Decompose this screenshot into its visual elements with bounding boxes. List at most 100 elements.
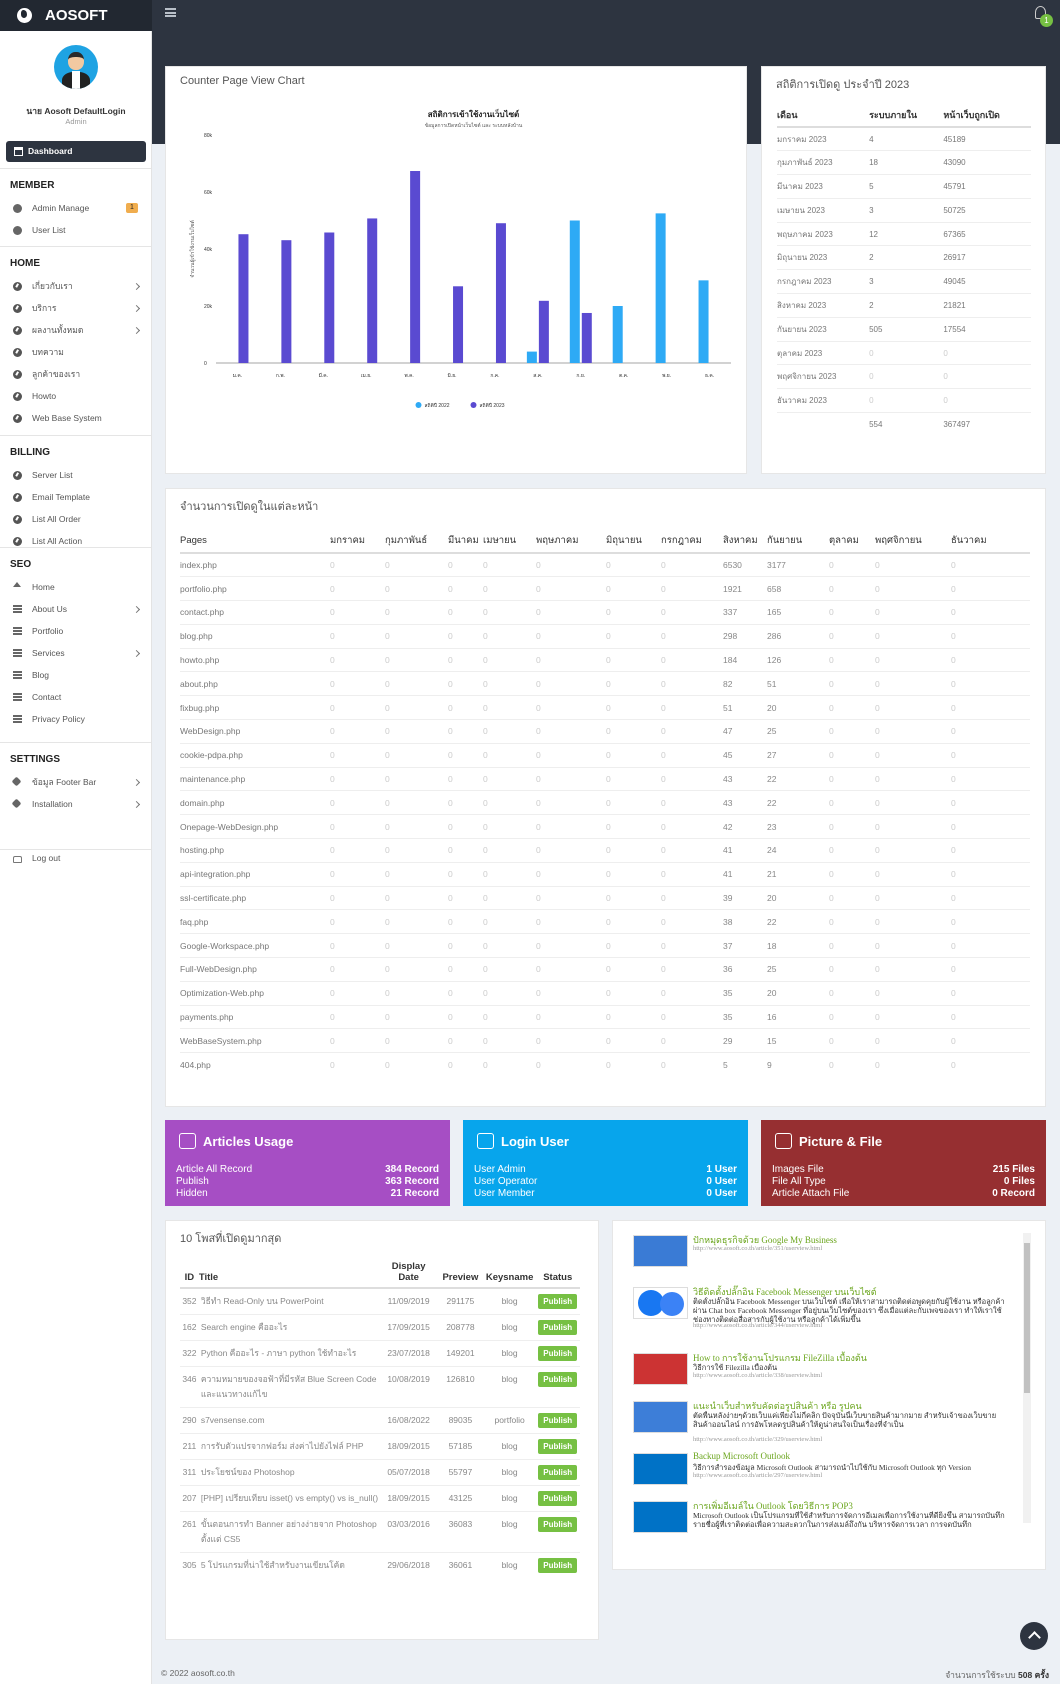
sidebar-item[interactable]: Blog (10, 667, 145, 683)
article-url[interactable]: http://www.aosoft.co.th/article/329/user… (693, 1436, 823, 1443)
status-badge[interactable]: Publish (538, 1372, 578, 1387)
sidebar-item[interactable]: Server List (10, 467, 145, 483)
sidebar-item[interactable]: Home (10, 579, 145, 595)
sidebar-item[interactable]: List All Order (10, 511, 145, 527)
yearly-stats-table: เดือน ระบบภายใน หน้าเว็บถูกเปิด มกราคม 2023… (777, 103, 1031, 437)
scroll-top-button[interactable] (1020, 1622, 1048, 1650)
camera-icon (775, 1133, 792, 1149)
article-title[interactable]: วิธีติดตั้งปลั๊กอิน Facebook Messenger บ… (693, 1287, 877, 1297)
article-title[interactable]: แนะนำเว็บสำหรับคัดต่อรูปสินค้า หรือ รูปค… (693, 1401, 862, 1411)
table-cell: 0 (829, 814, 875, 839)
table-cell: 0 (330, 933, 385, 958)
article-url[interactable]: http://www.aosoft.co.th/article/351/user… (693, 1245, 823, 1252)
legend-label[interactable]: สถิติปี 2022 (425, 402, 450, 409)
sidebar-item[interactable]: Services (10, 645, 145, 661)
sidebar-item[interactable]: ข้อมูล Footer Bar (10, 774, 145, 790)
table-cell: 0 (330, 552, 385, 577)
sidebar-item[interactable]: Contact (10, 689, 145, 705)
table-cell: 0 (829, 1004, 875, 1029)
article-title[interactable]: Backup Microsoft Outlook (693, 1451, 790, 1461)
table-cell: Publish (535, 1287, 580, 1315)
table-row: มีนาคม 2023 5 45791 (777, 174, 1031, 199)
y-tick-label: 60k (204, 190, 213, 196)
table-row[interactable]: 352 วิธีทำ Read-Only บน PowerPoint 11/09/2… (180, 1287, 580, 1315)
table-row[interactable]: 290 s7vensense.com 16/08/2022 89035 portfoli… (180, 1407, 580, 1434)
table-cell: มกราคม 2023 (777, 126, 870, 151)
table-cell: 0 (536, 861, 606, 887)
sidebar-item-label: List All Action (32, 536, 83, 546)
table-cell: 0 (869, 340, 944, 365)
logout-label: Log out (32, 853, 61, 863)
table-row[interactable]: 322 Python คืออะไร - ภาษา python ใช้ทำอะไ… (180, 1340, 580, 1367)
article-url[interactable]: http://www.aosoft.co.th/article/338/user… (693, 1372, 823, 1379)
logout-link[interactable]: Log out (10, 850, 145, 866)
circle-arrow-icon (13, 370, 22, 379)
article-url[interactable]: http://www.aosoft.co.th/article/297/user… (693, 1472, 823, 1479)
article-url[interactable]: http://www.aosoft.co.th/article/344/user… (693, 1322, 823, 1329)
table-row[interactable]: 311 ประโยชน์ของ Photoshop 05/07/2018 55797 b… (180, 1459, 580, 1486)
status-badge[interactable]: Publish (538, 1517, 578, 1532)
table-cell: 0 (385, 861, 448, 887)
legend-label[interactable]: สถิติปี 2023 (480, 402, 505, 409)
page-name: WebDesign.php (180, 719, 330, 744)
sidebar-item[interactable]: Email Template (10, 489, 145, 505)
x-tick-label: เม.ย. (361, 373, 372, 379)
sidebar-item[interactable]: บริการ (10, 300, 145, 316)
sidebar-item[interactable]: Web Base System (10, 410, 145, 426)
table-cell: 0 (448, 766, 483, 791)
sidebar-item[interactable]: List All Action (10, 533, 145, 549)
table-row[interactable]: 305 5 โปรแกรมที่น่าใช้สำหรับงานเขียนโค้ด 2… (180, 1552, 580, 1578)
sidebar-item[interactable]: บทความ (10, 344, 145, 360)
status-badge[interactable]: Publish (538, 1346, 578, 1361)
table-row[interactable]: 346 ความหมายของจอฟ้าที่มีรหัส Blue Screen… (180, 1366, 580, 1408)
article-item[interactable]: Backup Microsoft Outlook วิธีการสำรองข้อม… (633, 1451, 1033, 1497)
article-title[interactable]: การเพิ่มอีเมล์ใน Outlook โดยวิธีการ POP3 (693, 1501, 853, 1511)
status-badge[interactable]: Publish (538, 1320, 578, 1335)
table-cell: 0 (330, 647, 385, 672)
x-tick-label: มี.ค. (319, 372, 328, 379)
menu-toggle-icon[interactable] (165, 8, 176, 17)
sidebar-item[interactable]: User List (10, 222, 145, 238)
table-row: blog.php 0 0 0 0 0 0 0 298 286 0 0 0 (180, 623, 1030, 649)
table-row: 554 367497 (777, 412, 1031, 437)
status-badge[interactable]: Publish (538, 1294, 578, 1309)
table-row[interactable]: 207 [PHP] เปรียบเทียบ isset() vs empty() … (180, 1485, 580, 1512)
sidebar-item[interactable]: ผลงานทั้งหมด (10, 322, 145, 338)
status-badge[interactable]: Publish (538, 1558, 578, 1573)
table-cell: 0 (385, 1052, 448, 1077)
article-item[interactable]: วิธีติดตั้งปลั๊กอิน Facebook Messenger บ… (633, 1285, 1033, 1331)
column-header: เดือน (777, 103, 870, 128)
sidebar-divider (0, 168, 151, 169)
article-item[interactable]: แนะนำเว็บสำหรับคัดต่อรูปสินค้า หรือ รูปค… (633, 1399, 1033, 1445)
status-badge[interactable]: Publish (538, 1439, 578, 1454)
article-title[interactable]: How to การใช้งานโปรแกรม FileZilla เบื้อง… (693, 1353, 867, 1363)
sidebar-item[interactable]: เกี่ยวกับเรา (10, 278, 145, 294)
status-badge[interactable]: Publish (538, 1413, 578, 1428)
sidebar-item[interactable]: ลูกค้าของเรา (10, 366, 145, 382)
table-row: Optimization-Web.php 0 0 0 0 0 0 0 35 20 0 0 0 (180, 980, 1030, 1006)
sidebar-item[interactable]: About Us (10, 601, 145, 617)
sidebar-item[interactable]: Howto (10, 388, 145, 404)
article-item[interactable]: How to การใช้งานโปรแกรม FileZilla เบื้อง… (633, 1351, 1033, 1397)
table-cell: 0 (829, 742, 875, 768)
table-row[interactable]: 261 ขั้นตอนการทำ Banner อย่างง่ายจาก Phot… (180, 1511, 580, 1553)
sidebar-item[interactable]: Admin Manage 1 (10, 200, 145, 216)
article-item[interactable]: ปักหมุดธุรกิจด้วย Google My Business http… (633, 1233, 1033, 1279)
sidebar-item[interactable]: Portfolio (10, 623, 145, 639)
article-item[interactable]: การเพิ่มอีเมล์ใน Outlook โดยวิธีการ POP3… (633, 1499, 1033, 1545)
status-badge[interactable]: Publish (538, 1491, 578, 1506)
articles-scrollbar[interactable] (1023, 1233, 1031, 1523)
sidebar-item[interactable]: Privacy Policy (10, 711, 145, 727)
table-row[interactable]: 162 Search engine คืออะไร 17/09/2015 208778… (180, 1314, 580, 1341)
sidebar-item-label: Portfolio (32, 626, 64, 636)
sidebar-item-dashboard[interactable]: Dashboard (6, 141, 146, 162)
notification-badge[interactable]: 1 (1040, 14, 1053, 27)
sidebar-item[interactable]: Installation (10, 796, 145, 812)
table-cell: 0 (951, 933, 1030, 958)
status-badge[interactable]: Publish (538, 1465, 578, 1480)
article-title[interactable]: ปักหมุดธุรกิจด้วย Google My Business (693, 1235, 837, 1245)
brand[interactable]: AOSOFT (0, 0, 152, 31)
table-cell: 0 (536, 719, 606, 744)
table-row[interactable]: 211 การรับตัวแปรจากฟอร์ม ส่งค่าไปยังไฟล์ … (180, 1433, 580, 1460)
article-thumbnail (633, 1401, 688, 1433)
